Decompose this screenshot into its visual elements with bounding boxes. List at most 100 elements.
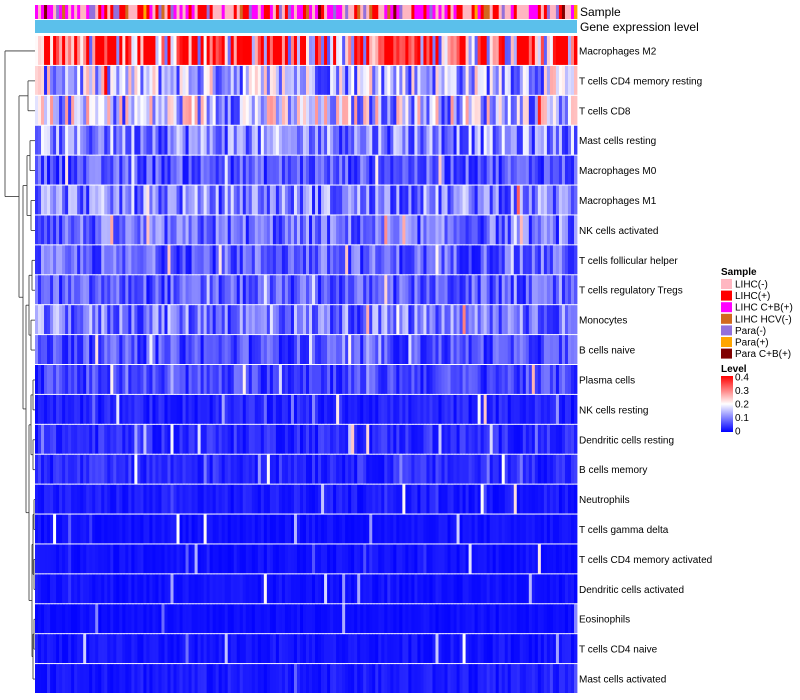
heatmap-cell bbox=[462, 215, 466, 245]
heatmap-cell bbox=[293, 275, 298, 305]
row-label: T cells CD4 memory activated bbox=[579, 555, 712, 566]
heatmap-cell bbox=[405, 634, 409, 664]
heatmap-cell bbox=[107, 245, 111, 275]
heatmap-cell bbox=[77, 65, 81, 95]
heatmap-cell bbox=[173, 36, 177, 65]
heatmap-cell bbox=[146, 484, 150, 514]
heatmap-cell bbox=[558, 305, 563, 335]
heatmap-cell bbox=[369, 245, 373, 275]
heatmap-cell bbox=[387, 574, 391, 604]
heatmap-cell bbox=[218, 634, 223, 664]
heatmap-cell bbox=[110, 664, 114, 693]
heatmap-cell bbox=[468, 604, 473, 634]
heatmap-cell bbox=[414, 634, 418, 664]
heatmap-cell bbox=[179, 514, 183, 544]
heatmap-cell bbox=[188, 424, 192, 454]
heatmap-cell bbox=[95, 155, 99, 185]
heatmap-cell bbox=[333, 424, 337, 454]
heatmap-cell bbox=[369, 634, 373, 664]
heatmap-cell bbox=[266, 484, 271, 514]
heatmap-cell bbox=[474, 125, 479, 155]
heatmap-cell bbox=[248, 335, 253, 364]
heatmap-cell bbox=[543, 155, 548, 185]
heatmap-cell bbox=[131, 514, 135, 544]
heatmap-cell bbox=[510, 185, 515, 215]
heatmap-cell bbox=[89, 275, 93, 305]
heatmap-cell bbox=[161, 305, 165, 335]
heatmap-cell bbox=[510, 245, 515, 275]
heatmap-cell bbox=[179, 185, 183, 215]
sample-annotation-cell bbox=[296, 5, 301, 19]
heatmap-cell bbox=[414, 95, 418, 125]
heatmap-cell bbox=[152, 604, 156, 634]
heatmap-cell bbox=[50, 155, 54, 185]
heatmap-cell bbox=[266, 185, 271, 215]
heatmap-cell bbox=[293, 65, 298, 95]
heatmap-cell bbox=[537, 634, 542, 664]
heatmap-cell bbox=[540, 36, 545, 65]
heatmap-cell bbox=[474, 514, 479, 544]
heatmap-cell bbox=[381, 634, 385, 664]
sample-legend: Sample LIHC(-)LIHC(+)LIHC C+B(+)LIHC HCV… bbox=[721, 267, 793, 360]
heatmap-cell bbox=[299, 544, 304, 574]
heatmap-cell bbox=[218, 275, 223, 305]
heatmap-cell bbox=[453, 454, 457, 484]
heatmap-cell bbox=[113, 245, 117, 275]
heatmap-cell bbox=[224, 394, 229, 424]
heatmap-cell bbox=[366, 65, 370, 95]
heatmap-cell bbox=[212, 275, 217, 305]
heatmap-cell bbox=[221, 544, 226, 574]
heatmap-cell bbox=[531, 514, 536, 544]
heatmap-cell bbox=[59, 365, 63, 394]
heatmap-cell bbox=[59, 394, 63, 424]
heatmap-cell bbox=[492, 335, 497, 364]
heatmap-cell bbox=[351, 215, 355, 245]
heatmap-cell bbox=[212, 65, 217, 95]
heatmap-cell bbox=[396, 484, 400, 514]
heatmap-cell bbox=[107, 574, 111, 604]
heatmap-cell bbox=[408, 305, 412, 335]
sample-annotation-cell bbox=[254, 5, 259, 19]
heatmap-cell bbox=[459, 365, 463, 394]
heatmap-cell bbox=[53, 634, 57, 664]
heatmap-cell bbox=[149, 664, 153, 693]
heatmap-cell bbox=[507, 215, 512, 245]
heatmap-cell bbox=[453, 365, 457, 394]
heatmap-cell bbox=[402, 514, 406, 544]
heatmap-cell bbox=[218, 424, 223, 454]
heatmap-cell bbox=[339, 484, 343, 514]
heatmap-cell bbox=[98, 95, 102, 125]
heatmap-cell bbox=[107, 275, 111, 305]
heatmap-cell bbox=[408, 275, 412, 305]
sample-annotation-cell bbox=[381, 5, 385, 19]
heatmap-cell bbox=[525, 95, 530, 125]
heatmap-cell bbox=[495, 394, 500, 424]
heatmap-cell bbox=[194, 125, 198, 155]
heatmap-cell bbox=[257, 95, 262, 125]
heatmap-cell bbox=[525, 664, 530, 693]
heatmap-cell bbox=[194, 394, 198, 424]
heatmap-cell bbox=[381, 65, 385, 95]
heatmap-cell bbox=[254, 245, 259, 275]
heatmap-cell bbox=[164, 664, 168, 693]
heatmap-cell bbox=[567, 454, 572, 484]
heatmap-cell bbox=[221, 155, 226, 185]
heatmap-cell bbox=[260, 275, 265, 305]
heatmap-cell bbox=[95, 365, 99, 394]
heatmap-cell bbox=[38, 305, 42, 335]
heatmap-cell bbox=[167, 335, 171, 364]
heatmap-cell bbox=[128, 95, 132, 125]
heatmap-cell bbox=[342, 484, 346, 514]
heatmap-cell bbox=[98, 664, 102, 693]
sample-annotation-cell bbox=[318, 5, 322, 19]
heatmap-cell bbox=[170, 424, 174, 454]
heatmap-cell bbox=[50, 574, 54, 604]
heatmap-cell bbox=[456, 65, 460, 95]
heatmap-cell bbox=[284, 215, 289, 245]
heatmap-cell bbox=[561, 634, 566, 664]
heatmap-cell bbox=[534, 95, 539, 125]
heatmap-cell bbox=[390, 634, 394, 664]
heatmap-cell bbox=[333, 514, 337, 544]
heatmap-cell bbox=[95, 604, 99, 634]
heatmap-cell bbox=[146, 275, 150, 305]
